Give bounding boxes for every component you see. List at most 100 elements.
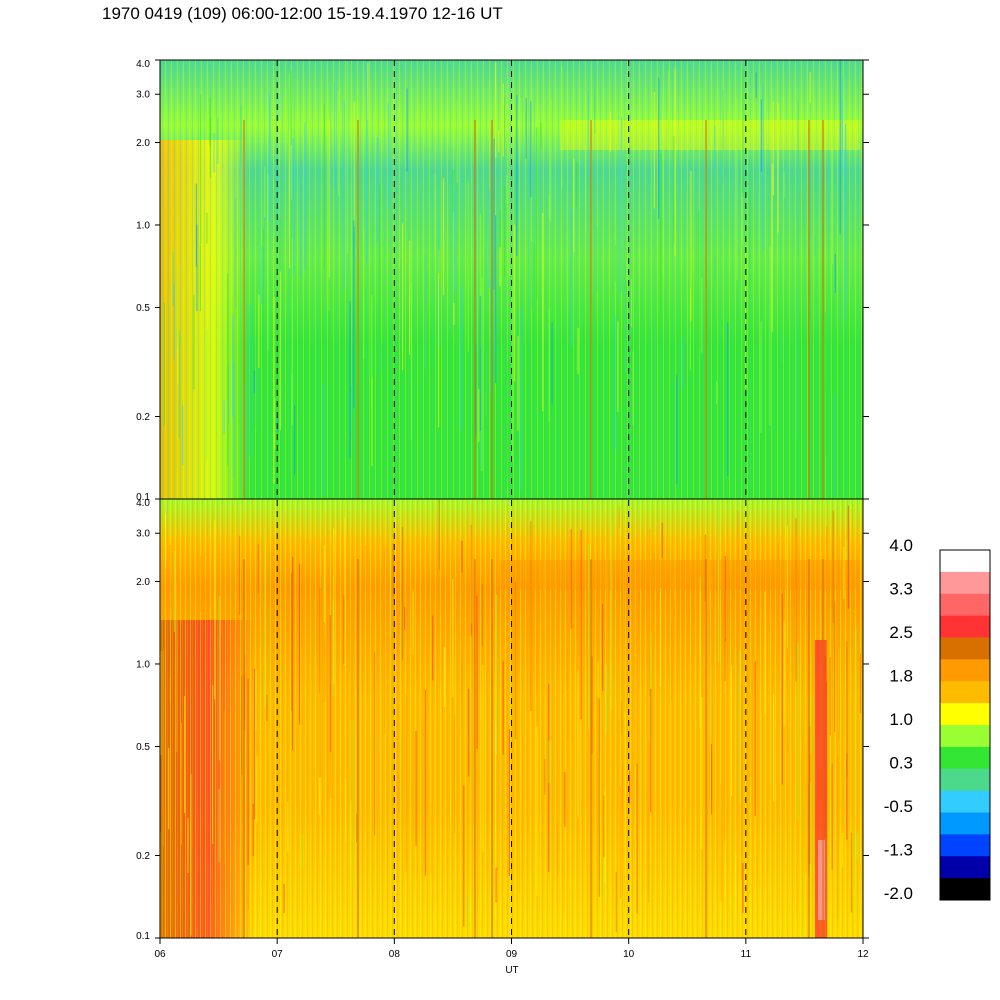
texture-streak	[540, 122, 542, 148]
texture-streak	[839, 60, 841, 235]
texture-streak	[478, 389, 480, 443]
texture-streak	[621, 763, 624, 812]
texture-streak	[199, 245, 201, 312]
texture-streak	[327, 621, 329, 801]
texture-streak	[749, 651, 752, 779]
texture-streak	[349, 301, 351, 460]
texture-streak	[292, 138, 294, 276]
texture-streak	[165, 513, 167, 569]
texture-streak	[629, 145, 631, 166]
colorbar-swatch	[940, 615, 990, 639]
texture-streak	[328, 277, 330, 395]
texture-streak	[404, 606, 406, 630]
texture-streak	[304, 122, 306, 270]
texture-streak	[322, 383, 324, 496]
colorbar-label: -1.3	[884, 841, 913, 860]
texture-streak	[213, 133, 215, 173]
texture-streak	[196, 224, 198, 311]
texture-streak	[323, 545, 325, 623]
texture-streak	[796, 857, 798, 913]
texture-streak	[319, 587, 321, 778]
texture-streak	[468, 688, 470, 777]
texture-streak	[618, 352, 620, 476]
texture-streak	[736, 97, 738, 281]
event-streak	[474, 559, 476, 938]
texture-streak	[575, 162, 578, 207]
texture-streak	[502, 661, 504, 755]
texture-streak	[206, 212, 208, 244]
texture-streak	[218, 789, 220, 863]
texture-streak	[209, 118, 212, 178]
texture-streak	[351, 386, 353, 439]
y-tick-label: 4.0	[136, 59, 150, 70]
texture-streak	[184, 696, 186, 813]
texture-streak	[402, 223, 404, 371]
colorbar-swatch	[940, 571, 990, 595]
texture-streak	[587, 90, 589, 180]
texture-streak	[617, 321, 619, 413]
colorbar-label: 1.0	[889, 710, 913, 729]
texture-streak	[786, 525, 788, 649]
y-tick-label: 0.5	[136, 742, 150, 753]
event-streak	[491, 120, 493, 499]
texture-streak	[338, 522, 340, 561]
texture-streak	[648, 741, 650, 903]
y-tick-label: 0.2	[136, 851, 150, 862]
texture-streak	[499, 247, 501, 286]
texture-streak	[411, 591, 414, 784]
texture-streak	[809, 696, 811, 872]
event-streak	[491, 559, 493, 938]
texture-streak	[825, 192, 828, 213]
texture-streak	[252, 803, 254, 857]
texture-streak	[499, 210, 501, 276]
texture-streak	[290, 70, 292, 146]
texture-streak	[273, 297, 275, 484]
texture-streak	[195, 183, 197, 267]
texture-streak	[629, 770, 631, 805]
x-axis-label: UT	[505, 965, 518, 976]
texture-streak	[720, 783, 722, 902]
texture-streak	[255, 669, 257, 730]
texture-streak	[494, 215, 496, 354]
event-streak	[243, 559, 245, 938]
texture-streak	[784, 605, 786, 747]
colorbar-swatch	[940, 812, 990, 835]
texture-streak	[756, 707, 758, 888]
texture-streak	[274, 397, 276, 449]
texture-streak	[843, 547, 845, 600]
texture-streak	[755, 72, 757, 99]
texture-streak	[649, 529, 651, 697]
texture-streak	[588, 543, 590, 730]
texture-streak	[699, 576, 701, 728]
texture-streak	[424, 253, 426, 370]
event-streak	[243, 120, 245, 499]
texture-streak	[543, 554, 545, 634]
texture-streak	[347, 61, 349, 254]
texture-streak	[485, 352, 488, 418]
texture-streak	[239, 535, 241, 615]
texture-streak	[824, 312, 826, 392]
texture-streak	[214, 520, 216, 700]
texture-streak	[300, 162, 302, 277]
texture-streak	[389, 524, 391, 637]
texture-streak	[606, 557, 608, 696]
texture-streak	[380, 343, 382, 374]
texture-streak	[814, 235, 816, 256]
texture-streak	[846, 753, 848, 840]
colorbar-label: 1.8	[889, 667, 913, 686]
texture-streak	[698, 209, 700, 350]
texture-streak	[724, 555, 726, 642]
texture-streak	[516, 94, 518, 256]
x-tick-label: 11	[741, 949, 752, 960]
event-streak	[357, 120, 359, 499]
texture-streak	[668, 70, 670, 149]
texture-streak	[484, 248, 486, 297]
texture-streak	[609, 112, 612, 152]
texture-streak	[653, 92, 655, 209]
texture-streak	[495, 721, 497, 918]
texture-streak	[847, 505, 849, 609]
texture-streak	[620, 116, 623, 294]
texture-streak	[573, 158, 575, 252]
y-tick-label: 2.0	[136, 138, 150, 149]
texture-streak	[329, 614, 332, 753]
